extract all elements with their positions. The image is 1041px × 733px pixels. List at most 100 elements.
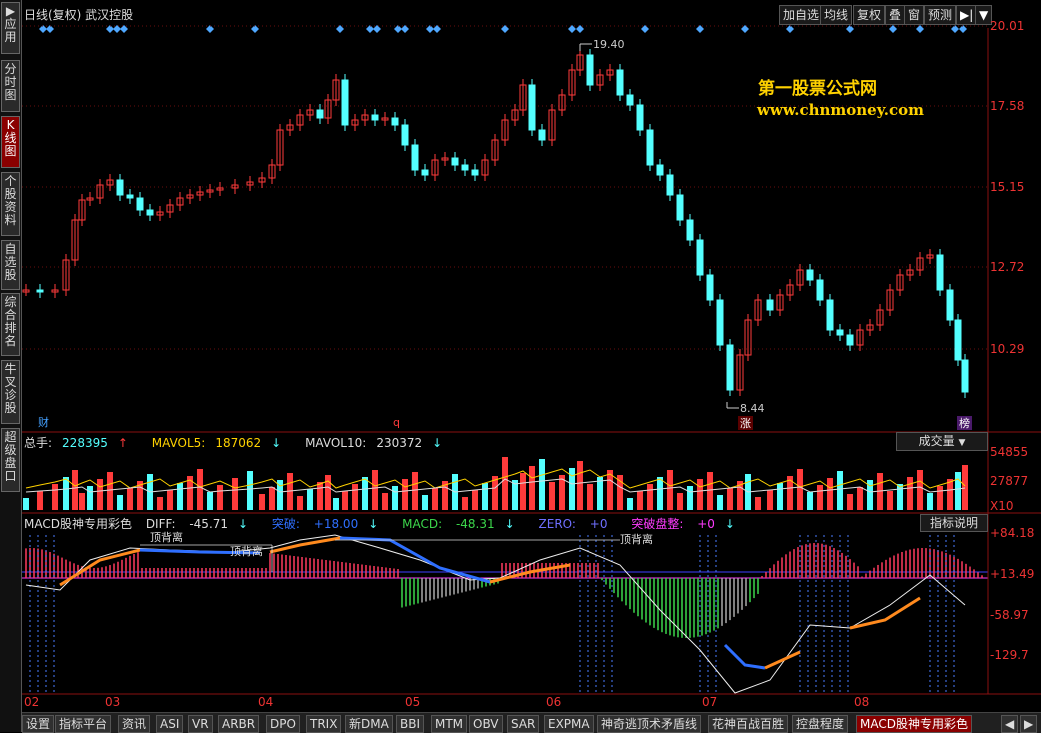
volume-bar	[627, 498, 633, 510]
volume-bar	[317, 482, 323, 510]
price-tick: 12.72	[990, 260, 1025, 274]
candle-body	[36, 289, 44, 293]
diamond-marker-icon	[366, 25, 374, 33]
tab-news[interactable]: 资讯	[118, 715, 151, 733]
sidebar-item-profile[interactable]: 个股资料	[1, 172, 20, 236]
candle-body	[606, 69, 614, 76]
window-button[interactable]: 窗	[904, 5, 925, 25]
candle-body	[726, 344, 734, 391]
candle-body	[916, 257, 924, 271]
tab-huashen[interactable]: 花神百战百胜	[708, 715, 789, 733]
adjust-button[interactable]: 复权	[853, 5, 886, 25]
volume-bar	[392, 486, 398, 510]
mavol10-line	[25, 478, 966, 493]
tab-asi[interactable]: ASI	[156, 715, 184, 733]
month-tick: 06	[546, 695, 562, 709]
macd-tick: -58.97	[990, 608, 1029, 622]
divergence-label: 顶背离	[150, 530, 183, 544]
diamond-marker-icon	[401, 25, 409, 33]
volume-bar	[502, 457, 508, 510]
diamond-marker-icon	[251, 25, 259, 33]
candle-body	[906, 269, 914, 276]
volume-total: 总手: 228395 ↑	[24, 436, 128, 450]
diamond-marker-icon	[568, 25, 576, 33]
volume-bar	[847, 494, 853, 510]
diamond-marker-icon	[433, 25, 441, 33]
tab-escape-top[interactable]: 神奇逃顶术矛盾线	[597, 715, 702, 733]
tab-expma[interactable]: EXPMA	[544, 715, 594, 733]
dropdown-icon[interactable]: ▼	[975, 5, 993, 25]
macd-diff: DIFF: -45.71 ↓	[145, 517, 249, 531]
tab-indicator-platform[interactable]: 指标平台	[55, 715, 112, 733]
sidebar-item-diagnose[interactable]: 牛叉诊股	[1, 360, 20, 424]
volume-bar	[697, 479, 703, 510]
ma-button[interactable]: 均线	[820, 5, 853, 25]
add-watchlist-button[interactable]: 加自选	[779, 5, 824, 25]
candle-body	[286, 124, 294, 131]
volume-bar	[117, 495, 123, 510]
diamond-marker-icon	[741, 25, 749, 33]
tab-obv[interactable]: OBV	[469, 715, 503, 733]
watermark-url: www.chnmoney.com	[757, 101, 924, 119]
tab-bbi[interactable]: BBI	[396, 715, 425, 733]
candle-body	[471, 169, 479, 176]
macd-tick: +13.49	[990, 567, 1035, 581]
candle-body	[876, 309, 884, 326]
tab-macd-special[interactable]: MACD股神专用彩色	[856, 715, 972, 733]
tab-vr[interactable]: VR	[188, 715, 213, 733]
tab-trix[interactable]: TRIX	[306, 715, 342, 733]
sidebar-item-watchlist[interactable]: 自选股	[1, 240, 20, 290]
volume-bar	[492, 476, 498, 510]
tab-control-degree[interactable]: 控盘程度	[792, 715, 849, 733]
chart-title: 日线(复权) 武汉控股	[24, 8, 134, 22]
candle-body	[846, 334, 854, 346]
candle-body	[332, 79, 340, 101]
volume-bar	[587, 484, 593, 510]
sidebar-item-ranking[interactable]: 综合排名	[1, 293, 20, 356]
diamond-marker-icon	[846, 25, 854, 33]
indicator-help-button[interactable]: 指标说明	[920, 514, 988, 532]
candle-body	[961, 359, 969, 393]
candle-body	[231, 184, 239, 189]
candle-body	[136, 197, 144, 211]
volume-bar	[917, 470, 923, 510]
macd-name: MACD股神专用彩色	[24, 517, 132, 531]
tab-mtm[interactable]: MTM	[431, 715, 468, 733]
tab-settings[interactable]: 设置	[22, 715, 55, 733]
tab-new-dma[interactable]: 新DMA	[345, 715, 393, 733]
candle-body	[501, 119, 509, 141]
volume-selector[interactable]: 成交量 ▼	[896, 432, 988, 451]
macd-dea: 突破: +18.00 ↓	[271, 517, 379, 531]
volume-bar	[442, 481, 448, 510]
sidebar-item-level2[interactable]: 超级盘口	[1, 428, 20, 492]
scroll-left-icon[interactable]: ◀	[1001, 715, 1019, 733]
macd-tick: -129.7	[990, 648, 1029, 662]
play-icon[interactable]: ▶|	[956, 5, 978, 25]
candle-body	[411, 144, 419, 171]
candle-body	[258, 177, 266, 183]
chart-header: 日线(复权) 武汉控股 加自选 均线 复权 叠 窗 预测 ▶| ▼	[21, 0, 1041, 28]
candle-body	[676, 194, 684, 221]
tab-dpo[interactable]: DPO	[266, 715, 300, 733]
volume-bar	[87, 486, 93, 510]
volume-bar	[333, 498, 339, 510]
kline-chart[interactable]: 19.40 8.44 财 q 涨 榜 顶背离 顶背离 顶背离	[0, 0, 1041, 712]
candle-body	[461, 164, 469, 171]
volume-bar	[559, 475, 565, 510]
overlay-button[interactable]: 叠	[885, 5, 906, 25]
price-tick: 20.01	[990, 19, 1025, 33]
forecast-button[interactable]: 预测	[924, 5, 957, 25]
candle-body	[276, 129, 284, 166]
macd-dea-blue	[339, 536, 491, 584]
candle-body	[371, 114, 379, 121]
sidebar-item-intraday[interactable]: 分时图	[1, 60, 20, 112]
candle-body	[686, 219, 694, 241]
tab-sar[interactable]: SAR	[507, 715, 540, 733]
sidebar-item-apps[interactable]: ▶应用	[1, 2, 20, 54]
tab-arbr[interactable]: ARBR	[218, 715, 260, 733]
sidebar-item-kline[interactable]: K线图	[1, 116, 20, 168]
volume-bar	[755, 497, 761, 510]
scroll-right-icon[interactable]: ▶	[1020, 715, 1038, 733]
volume-bar	[867, 480, 873, 510]
candle-body	[246, 181, 254, 186]
